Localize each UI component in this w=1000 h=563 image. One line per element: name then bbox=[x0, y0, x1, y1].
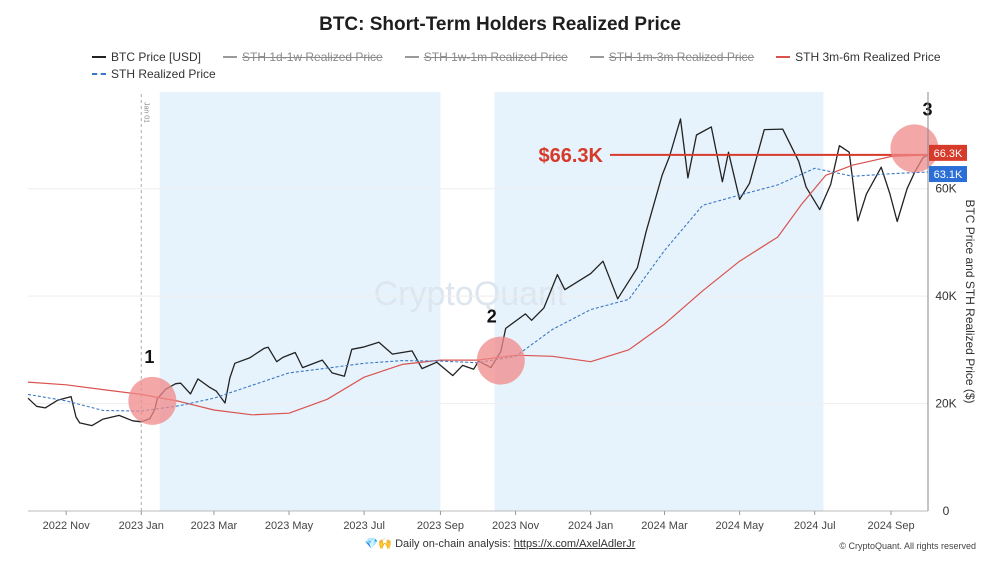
legend-label: STH 1w-1m Realized Price bbox=[423, 49, 568, 64]
legend-item-btc-price[interactable]: BTC Price [USD] bbox=[92, 50, 201, 64]
legend-item-sth-3m-6m[interactable]: STH 3m-6m Realized Price bbox=[776, 49, 941, 64]
shaded-region bbox=[494, 92, 824, 511]
value-tag-label: 66.3K bbox=[934, 148, 963, 160]
highlight-label: 2 bbox=[487, 307, 497, 327]
x-tick-label: 2023 Jul bbox=[343, 520, 385, 532]
footer-link[interactable]: https://x.com/AxelAdlerJr bbox=[513, 538, 636, 550]
legend-item-sth-1m-3m[interactable]: STH 1m-3m Realized Price bbox=[589, 49, 755, 64]
legend-item-sth-1w-1m[interactable]: STH 1w-1m Realized Price bbox=[404, 49, 568, 64]
highlight-circle bbox=[128, 376, 177, 425]
copyright: © CryptoQuant. All rights reserved bbox=[839, 541, 976, 551]
legend-swatch bbox=[223, 55, 238, 58]
legend-item-sth-realized[interactable]: STH Realized Price bbox=[92, 67, 216, 81]
legend-label: STH 3m-6m Realized Price bbox=[795, 49, 941, 64]
x-tick-label: 2024 Mar bbox=[641, 520, 688, 532]
legend-swatch bbox=[589, 55, 604, 58]
legend-swatch bbox=[404, 55, 419, 58]
y-tick-label: 60K bbox=[935, 182, 956, 196]
legend: BTC Price [USD] STH 1d-1w Realized Price… bbox=[92, 48, 941, 82]
highlight-circle bbox=[890, 124, 939, 173]
x-tick-label: 2023 Sep bbox=[417, 520, 464, 532]
legend-label: STH 1d-1w Realized Price bbox=[242, 49, 383, 64]
value-tag-label: 63.1K bbox=[934, 169, 963, 181]
x-tick-label: 2024 Sep bbox=[868, 520, 915, 532]
legend-swatch bbox=[92, 72, 106, 75]
legend-swatch bbox=[92, 55, 106, 58]
value-tag bbox=[929, 166, 967, 183]
shaded-region bbox=[159, 92, 441, 511]
x-tick-label: 2022 Nov bbox=[43, 520, 91, 532]
x-tick-label: 2023 Jan bbox=[119, 520, 164, 532]
y-tick-label: 40K bbox=[935, 289, 956, 303]
y-axis-title: BTC Price and STH Realized Price ($) bbox=[963, 199, 977, 403]
highlight-label: 1 bbox=[144, 347, 154, 367]
x-tick-label: 2023 Mar bbox=[191, 520, 238, 532]
highlight-circle bbox=[476, 336, 525, 385]
x-tick-label: 2023 Nov bbox=[492, 520, 540, 532]
footer-text: Daily on-chain analysis: bbox=[395, 538, 511, 550]
legend-label: BTC Price [USD] bbox=[111, 49, 202, 64]
year-marker-label: Jan 01 bbox=[142, 102, 149, 123]
watermark: CryptoQuant bbox=[374, 275, 567, 313]
y-tick-label: 0 bbox=[943, 504, 950, 518]
x-tick-label: 2024 Jul bbox=[794, 520, 836, 532]
value-tag bbox=[929, 144, 967, 161]
highlight-label: 3 bbox=[922, 99, 932, 119]
x-tick-label: 2023 May bbox=[265, 520, 314, 532]
diamond-hands-icon: 💎🙌 bbox=[364, 538, 393, 550]
x-tick-label: 2024 Jan bbox=[568, 520, 613, 532]
legend-label: STH Realized Price bbox=[111, 66, 216, 81]
footer: 💎🙌 Daily on-chain analysis: https://x.co… bbox=[0, 537, 1000, 550]
legend-item-sth-1d-1w[interactable]: STH 1d-1w Realized Price bbox=[223, 50, 383, 64]
y-tick-label: 20K bbox=[935, 397, 956, 411]
x-tick-label: 2024 May bbox=[715, 520, 764, 532]
chart-title: BTC: Short-Term Holders Realized Price bbox=[319, 14, 681, 35]
price-annotation-label: $66.3K bbox=[539, 145, 604, 167]
legend-label: STH 1m-3m Realized Price bbox=[608, 49, 755, 64]
legend-swatch bbox=[776, 55, 791, 58]
